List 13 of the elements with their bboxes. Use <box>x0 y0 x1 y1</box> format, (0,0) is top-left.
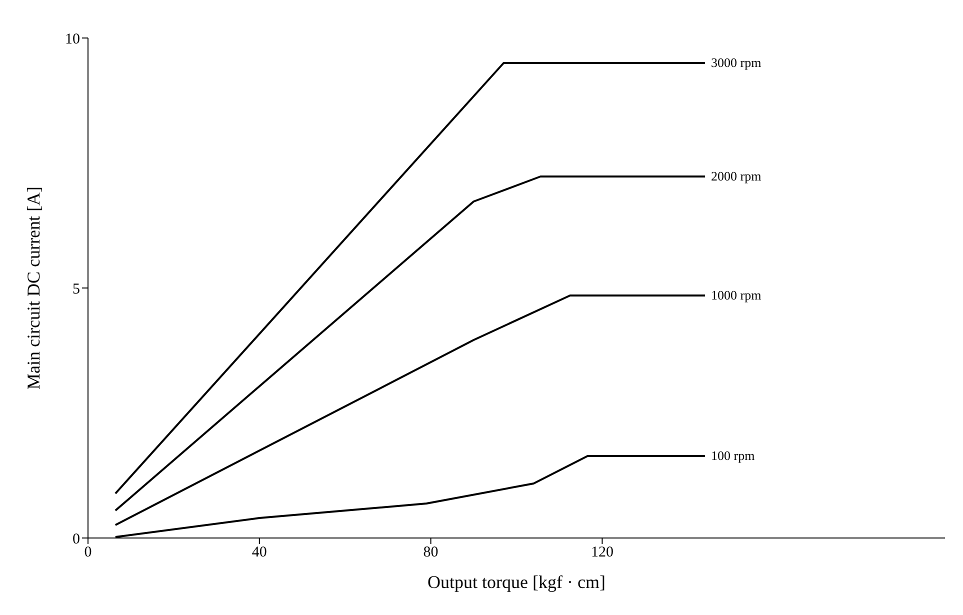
x-tick-label: 80 <box>423 544 438 561</box>
y-tick-label: 0 <box>72 531 80 548</box>
y-axis-title: Main circuit DC current [A] <box>23 186 44 390</box>
series-label: 1000 rpm <box>711 288 762 302</box>
x-tick-label: 120 <box>590 544 614 561</box>
series-label: 2000 rpm <box>711 168 762 184</box>
series-label: 3000 rpm <box>711 55 762 70</box>
x-tick-label: 0 <box>84 544 92 561</box>
series-label: 100 rpm <box>711 448 755 463</box>
x-axis-title: Output torque [kgf · cm] <box>428 572 606 592</box>
x-tick-label: 40 <box>252 544 267 561</box>
y-tick-label: 10 <box>65 31 80 48</box>
y-tick-label: 5 <box>72 281 80 298</box>
